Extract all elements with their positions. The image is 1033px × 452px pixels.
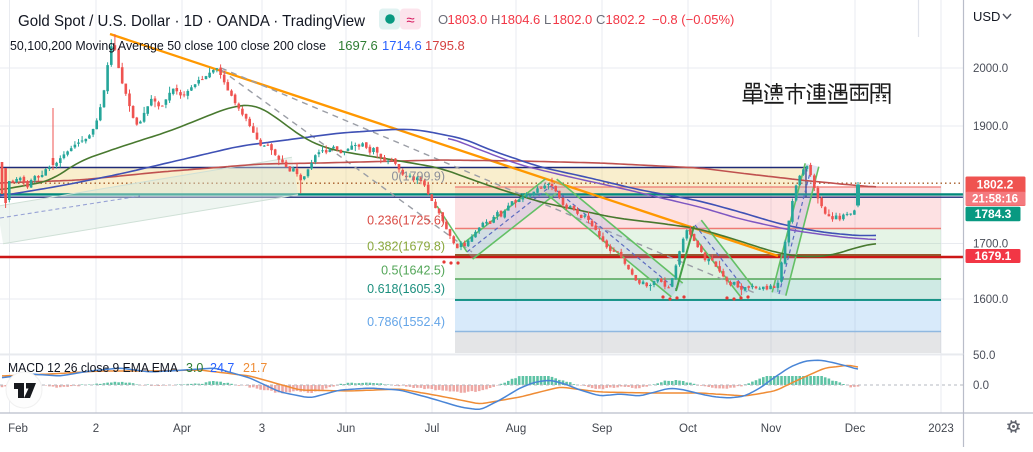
svg-text:Dec: Dec [845,423,866,435]
svg-text:1679.1: 1679.1 [975,249,1012,263]
svg-text:O: O [438,12,448,27]
svg-text:50,100,200 Moving Average 50 c: 50,100,200 Moving Average 50 close 100 c… [10,38,326,53]
svg-text:0.786(1552.4): 0.786(1552.4) [367,315,445,329]
svg-text:1802.2: 1802.2 [606,12,646,27]
svg-text:50.0: 50.0 [973,350,995,362]
svg-text:0.236(1725.6): 0.236(1725.6) [367,214,445,228]
svg-text:0.5(1642.5): 0.5(1642.5) [381,264,445,278]
svg-text:0(1799.9): 0(1799.9) [391,170,445,184]
svg-text:1803.0: 1803.0 [448,12,488,27]
svg-text:1600.0: 1600.0 [973,294,1008,306]
svg-text:0.382(1679.8): 0.382(1679.8) [367,240,445,254]
svg-text:1784.3: 1784.3 [975,207,1012,221]
svg-text:1795.8: 1795.8 [425,38,465,53]
svg-text:2023: 2023 [928,423,954,435]
svg-text:1802.0: 1802.0 [553,12,593,27]
svg-text:1804.6: 1804.6 [501,12,541,27]
svg-text:0.618(1605.3): 0.618(1605.3) [367,282,445,296]
svg-text:1714.6: 1714.6 [382,38,422,53]
svg-text:Gold Spot / U.S. Dollar · 1D ·: Gold Spot / U.S. Dollar · 1D · OANDA · T… [18,13,365,30]
svg-text:C: C [596,12,605,27]
svg-text:Jul: Jul [425,423,440,435]
svg-text:Jun: Jun [337,423,356,435]
svg-text:24.7: 24.7 [210,361,234,375]
svg-text:1697.6: 1697.6 [338,38,378,53]
svg-text:Nov: Nov [761,423,782,435]
svg-text:Aug: Aug [506,423,526,435]
svg-text:3.0: 3.0 [186,361,203,375]
svg-text:21:58:16: 21:58:16 [972,194,1018,206]
svg-text:21.7: 21.7 [243,361,267,375]
svg-text:1802.2: 1802.2 [977,178,1014,192]
svg-text:1900.0: 1900.0 [973,121,1008,133]
svg-text:0.0: 0.0 [973,380,989,392]
svg-text:L: L [544,12,551,27]
svg-text:Sep: Sep [592,423,612,435]
svg-text:Feb: Feb [8,423,28,435]
svg-text:H: H [491,12,500,27]
svg-text:−0.8 (−0.05%): −0.8 (−0.05%) [652,12,734,27]
svg-text:≈: ≈ [406,12,414,29]
svg-text:1700.0: 1700.0 [973,239,1008,251]
svg-text:MACD 12 26 close 9 EMA EMA: MACD 12 26 close 9 EMA EMA [8,361,179,375]
svg-text:3: 3 [259,423,265,435]
svg-text:Apr: Apr [173,423,191,435]
svg-text:Oct: Oct [679,423,698,435]
svg-text:USD: USD [973,9,1000,24]
svg-text:2: 2 [93,423,99,435]
svg-text:2000.0: 2000.0 [973,63,1008,75]
